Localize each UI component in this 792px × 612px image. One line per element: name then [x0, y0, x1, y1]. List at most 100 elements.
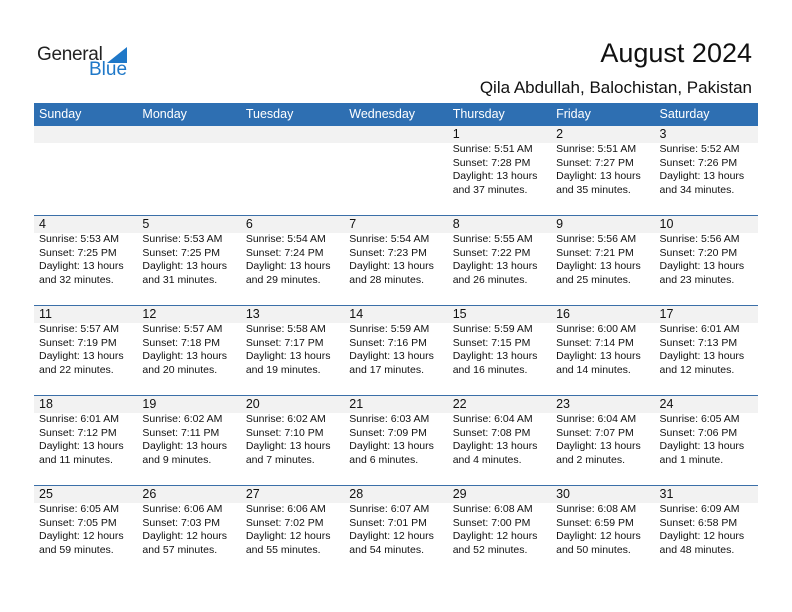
day-sunrise: Sunrise: 5:54 AM [245, 233, 326, 245]
weekday-wednesday: Wednesday [349, 107, 416, 121]
day-sunrise: Sunrise: 5:53 AM [142, 233, 223, 245]
day-sunset: Sunset: 7:23 PM [349, 246, 427, 259]
logo-text-blue: Blue [89, 59, 128, 80]
day-number: 30 [556, 487, 571, 501]
day-number: 7 [349, 217, 357, 231]
day-daylight1: Daylight: 13 hours [349, 350, 434, 362]
day-number: 28 [349, 487, 364, 501]
day-sunrise: Sunrise: 5:59 AM [349, 323, 430, 335]
day-number: 2 [556, 127, 564, 141]
day-sunset: Sunset: 7:20 PM [659, 246, 738, 259]
day-daylight2: and 54 minutes. [349, 543, 424, 556]
day-cell: 27 Sunrise: 6:06 AM Sunset: 7:02 PM Dayligh… [241, 486, 344, 576]
day-daylight1: Daylight: 13 hours [142, 260, 228, 272]
day-daylight2: and 31 minutes. [142, 273, 218, 286]
day-daylight1: Daylight: 13 hours [659, 170, 745, 182]
day-daylight1: Daylight: 13 hours [452, 170, 538, 182]
date-band [34, 486, 758, 503]
day-daylight1: Daylight: 13 hours [556, 350, 641, 362]
day-cell: 20 Sunrise: 6:02 AM Sunset: 7:10 PM Dayligh… [241, 396, 344, 486]
logo: General Blue [37, 44, 132, 80]
day-sunrise: Sunrise: 5:58 AM [245, 323, 326, 335]
date-band [34, 396, 758, 413]
day-daylight2: and 14 minutes. [556, 363, 631, 376]
day-daylight1: Daylight: 12 hours [452, 530, 538, 542]
day-sunset: Sunset: 7:24 PM [245, 246, 324, 259]
weekday-friday: Friday [556, 107, 591, 121]
day-daylight2: and 9 minutes. [142, 453, 212, 466]
day-sunrise: Sunrise: 6:08 AM [556, 503, 637, 515]
day-cell: 26 Sunrise: 6:06 AM Sunset: 7:03 PM Dayligh… [137, 486, 240, 576]
day-daylight2: and 12 minutes. [659, 363, 735, 376]
day-daylight1: Daylight: 13 hours [659, 350, 745, 362]
day-daylight1: Daylight: 13 hours [452, 440, 538, 452]
day-sunset: Sunset: 7:06 PM [659, 426, 738, 439]
week-row: 4 Sunrise: 5:53 AM Sunset: 7:25 PM Daylight… [34, 215, 758, 306]
day-sunrise: Sunrise: 6:01 AM [659, 323, 740, 335]
day-cell: 21 Sunrise: 6:03 AM Sunset: 7:09 PM Dayligh… [344, 396, 447, 486]
day-daylight1: Daylight: 12 hours [659, 530, 745, 542]
week-row: 1 Sunrise: 5:51 AM Sunset: 7:28 PM Daylight… [34, 126, 758, 216]
day-daylight2: and 34 minutes. [659, 183, 735, 196]
weekday-thursday: Thursday [452, 107, 505, 121]
day-daylight1: Daylight: 12 hours [245, 530, 331, 542]
day-cell: 4 Sunrise: 5:53 AM Sunset: 7:25 PM Daylight… [34, 216, 137, 306]
day-sunrise: Sunrise: 5:51 AM [452, 143, 533, 155]
day-daylight2: and 6 minutes. [349, 453, 419, 466]
day-daylight2: and 35 minutes. [556, 183, 631, 196]
day-sunset: Sunset: 7:21 PM [556, 246, 634, 259]
day-daylight2: and 48 minutes. [659, 543, 735, 556]
day-sunrise: Sunrise: 6:01 AM [39, 413, 119, 425]
day-cell: 10 Sunrise: 5:56 AM Sunset: 7:20 PM Dayligh… [655, 216, 758, 306]
day-sunset: Sunset: 7:02 PM [245, 516, 324, 529]
day-sunset: Sunset: 7:11 PM [142, 426, 220, 439]
week-row: 18 Sunrise: 6:01 AM Sunset: 7:12 PM Dayligh… [34, 395, 758, 486]
day-sunrise: Sunrise: 6:05 AM [39, 503, 119, 515]
day-daylight1: Daylight: 13 hours [556, 440, 641, 452]
day-sunrise: Sunrise: 6:02 AM [142, 413, 223, 425]
day-daylight2: and 25 minutes. [556, 273, 631, 286]
date-band [34, 126, 758, 143]
day-sunrise: Sunrise: 6:09 AM [659, 503, 740, 515]
day-cell: 3 Sunrise: 5:52 AM Sunset: 7:26 PM Daylight… [655, 126, 758, 216]
empty-cell [137, 126, 240, 216]
day-number: 20 [245, 397, 260, 411]
weekday-sunday: Sunday [39, 107, 82, 121]
day-sunset: Sunset: 7:05 PM [39, 516, 117, 529]
weekday-saturday: Saturday [659, 107, 710, 121]
day-sunrise: Sunrise: 5:57 AM [39, 323, 119, 335]
day-daylight1: Daylight: 13 hours [245, 440, 331, 452]
day-daylight1: Daylight: 13 hours [659, 260, 745, 272]
day-cell: 9 Sunrise: 5:56 AM Sunset: 7:21 PM Daylight… [551, 216, 654, 306]
day-sunrise: Sunrise: 5:54 AM [349, 233, 430, 245]
day-number: 8 [452, 217, 460, 231]
empty-cell [344, 126, 447, 216]
day-cell: 8 Sunrise: 5:55 AM Sunset: 7:22 PM Daylight… [448, 216, 551, 306]
day-daylight2: and 32 minutes. [39, 273, 114, 286]
day-cell: 25 Sunrise: 6:05 AM Sunset: 7:05 PM Dayligh… [34, 486, 137, 576]
day-daylight2: and 17 minutes. [349, 363, 424, 376]
day-daylight2: and 52 minutes. [452, 543, 528, 556]
day-cell: 17 Sunrise: 6:01 AM Sunset: 7:13 PM Dayligh… [655, 306, 758, 396]
logo-triangle-icon [107, 47, 127, 63]
day-number: 21 [349, 397, 364, 411]
day-daylight2: and 2 minutes. [556, 453, 625, 466]
day-sunrise: Sunrise: 5:59 AM [452, 323, 533, 335]
day-cell: 29 Sunrise: 6:08 AM Sunset: 7:00 PM Dayligh… [448, 486, 551, 576]
day-sunrise: Sunrise: 6:04 AM [452, 413, 533, 425]
day-sunset: Sunset: 7:28 PM [452, 156, 531, 169]
day-number: 27 [245, 487, 260, 501]
day-cell: 22 Sunrise: 6:04 AM Sunset: 7:08 PM Dayligh… [448, 396, 551, 486]
week-row: 25 Sunrise: 6:05 AM Sunset: 7:05 PM Dayligh… [34, 485, 758, 576]
day-sunset: Sunset: 7:27 PM [556, 156, 634, 169]
day-cell: 12 Sunrise: 5:57 AM Sunset: 7:18 PM Dayligh… [137, 306, 240, 396]
day-daylight1: Daylight: 13 hours [556, 170, 641, 182]
day-number: 3 [659, 127, 667, 141]
day-sunrise: Sunrise: 6:02 AM [245, 413, 326, 425]
day-cell: 19 Sunrise: 6:02 AM Sunset: 7:11 PM Dayligh… [137, 396, 240, 486]
day-number: 13 [245, 307, 260, 321]
page-title: August 2024 [600, 38, 752, 68]
day-sunrise: Sunrise: 5:56 AM [556, 233, 637, 245]
day-sunset: Sunset: 6:58 PM [659, 516, 738, 529]
day-sunset: Sunset: 7:17 PM [245, 336, 324, 349]
